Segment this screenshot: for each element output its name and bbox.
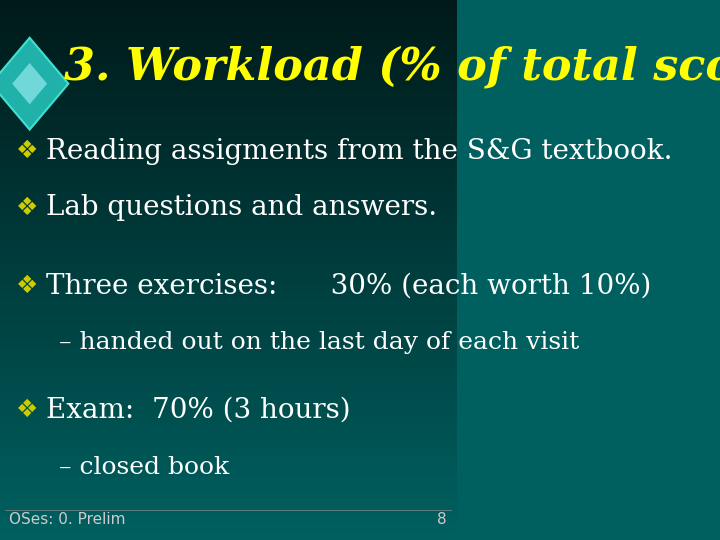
Text: – closed book: – closed book xyxy=(59,456,230,478)
Polygon shape xyxy=(0,38,68,130)
Text: Reading assigments from the S&G textbook.: Reading assigments from the S&G textbook… xyxy=(45,138,672,165)
Text: ❖: ❖ xyxy=(16,196,39,220)
Text: ❖: ❖ xyxy=(16,274,39,298)
Text: OSes: 0. Prelim: OSes: 0. Prelim xyxy=(9,511,125,526)
Text: ❖: ❖ xyxy=(16,139,39,163)
Text: ❖: ❖ xyxy=(16,399,39,422)
Text: 3. Workload (% of total score): 3. Workload (% of total score) xyxy=(64,46,720,89)
Text: 8: 8 xyxy=(437,511,447,526)
Text: Lab questions and answers.: Lab questions and answers. xyxy=(45,194,437,221)
Text: – handed out on the last day of each visit: – handed out on the last day of each vis… xyxy=(59,332,580,354)
Text: Exam:  70% (3 hours): Exam: 70% (3 hours) xyxy=(45,397,350,424)
Polygon shape xyxy=(12,63,47,104)
Text: Three exercises:      30% (each worth 10%): Three exercises: 30% (each worth 10%) xyxy=(45,273,651,300)
